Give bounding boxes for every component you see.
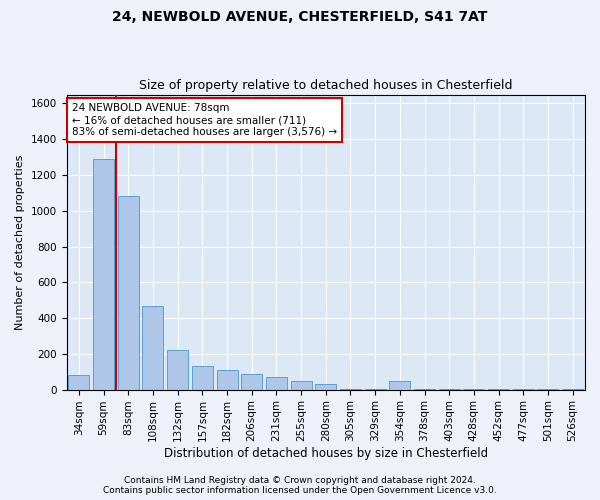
Title: Size of property relative to detached houses in Chesterfield: Size of property relative to detached ho… <box>139 79 512 92</box>
Bar <box>266 377 287 390</box>
X-axis label: Distribution of detached houses by size in Chesterfield: Distribution of detached houses by size … <box>164 447 488 460</box>
Bar <box>68 376 89 390</box>
Bar <box>315 384 336 390</box>
Y-axis label: Number of detached properties: Number of detached properties <box>15 154 25 330</box>
Bar <box>389 380 410 390</box>
Bar <box>513 388 534 390</box>
Bar <box>192 366 213 390</box>
Text: 24, NEWBOLD AVENUE, CHESTERFIELD, S41 7AT: 24, NEWBOLD AVENUE, CHESTERFIELD, S41 7A… <box>112 10 488 24</box>
Bar <box>488 388 509 390</box>
Bar <box>463 388 484 390</box>
Text: 24 NEWBOLD AVENUE: 78sqm
← 16% of detached houses are smaller (711)
83% of semi-: 24 NEWBOLD AVENUE: 78sqm ← 16% of detach… <box>72 104 337 136</box>
Bar <box>290 380 311 390</box>
Bar <box>118 196 139 390</box>
Bar <box>414 388 435 390</box>
Bar <box>538 388 559 390</box>
Bar <box>562 388 583 390</box>
Bar <box>142 306 163 390</box>
Bar <box>340 388 361 390</box>
Bar <box>241 374 262 390</box>
Text: Contains HM Land Registry data © Crown copyright and database right 2024.
Contai: Contains HM Land Registry data © Crown c… <box>103 476 497 495</box>
Bar <box>93 159 114 390</box>
Bar <box>439 388 460 390</box>
Bar <box>167 350 188 390</box>
Bar <box>365 388 386 390</box>
Bar <box>217 370 238 390</box>
